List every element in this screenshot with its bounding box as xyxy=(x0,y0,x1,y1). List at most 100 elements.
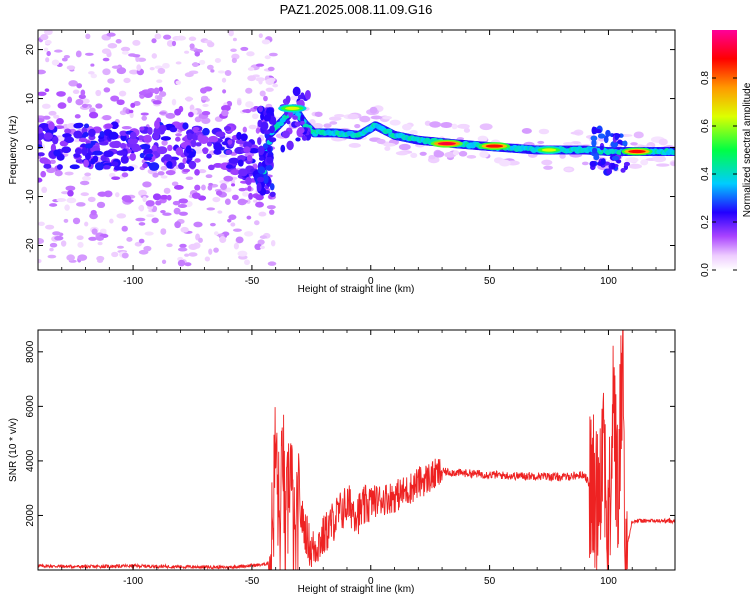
spectrogram-cell xyxy=(103,87,111,93)
spectrogram-cell xyxy=(38,237,44,245)
spectrogram-cell xyxy=(600,158,606,166)
spectrogram-cell xyxy=(56,164,63,170)
spectrogram-cell xyxy=(286,140,294,151)
spectrogram-cell xyxy=(188,160,197,169)
spectrogram-cell xyxy=(260,121,269,131)
spectrogram-cell xyxy=(107,43,118,49)
spectrogram-cell xyxy=(81,103,88,108)
snr-xtick-label: -50 xyxy=(245,576,260,587)
spectrogram-cell xyxy=(384,146,391,151)
snr-ytick-label: 6000 xyxy=(25,395,36,418)
spectrogram-cell xyxy=(189,43,195,49)
spectrogram-cell xyxy=(264,55,271,60)
spectrogram-cell xyxy=(38,69,46,75)
spectrogram-cell xyxy=(218,154,228,158)
spectrogram-cell xyxy=(166,243,173,248)
spectrogram-cell xyxy=(128,53,137,57)
spectrogram-cell xyxy=(160,136,172,141)
spectrogram-cell xyxy=(66,65,76,71)
spectrogram-cell xyxy=(138,238,145,244)
spectrogram-cell xyxy=(63,218,69,223)
spectrogram-cell xyxy=(161,140,168,146)
spectrogram-cell xyxy=(99,228,107,234)
spectrogram-cell xyxy=(222,89,227,94)
spectrogram-cell xyxy=(88,111,99,119)
spectrogram-cell xyxy=(314,111,323,117)
spectrogram-cell xyxy=(224,198,231,205)
spectrogram-cell xyxy=(212,196,221,203)
spectrogram-cell xyxy=(623,161,631,167)
spectrogram-cell xyxy=(64,136,75,143)
spectrogram-cell xyxy=(178,211,188,216)
spectrogram-cell xyxy=(149,66,155,71)
spectrogram-cell xyxy=(107,78,115,84)
spectrogram-cell xyxy=(383,142,396,147)
spectrogram-cell xyxy=(628,163,642,169)
spectrogram-cell xyxy=(248,124,257,130)
spectrogram-cell xyxy=(347,113,359,120)
spectrogram-cell xyxy=(670,161,675,166)
spectrogram-cell xyxy=(76,202,86,207)
spectrogram-cell xyxy=(39,157,49,164)
spectrogram-cell xyxy=(206,64,214,70)
spectrogram-cell xyxy=(145,200,155,207)
spectrogram-cell xyxy=(152,172,159,178)
spectrogram-cell xyxy=(194,51,201,57)
spectrogram-cell xyxy=(67,96,73,104)
spectrogram-cell xyxy=(110,161,119,167)
spectrogram-frame xyxy=(37,29,676,271)
spectrogram-cell xyxy=(261,39,271,45)
spectrogram-cell xyxy=(136,64,142,71)
spectrogram-cell xyxy=(628,149,646,154)
spectrogram-cell xyxy=(90,73,98,79)
spectrogram-cell xyxy=(160,175,168,179)
spectrogram-cell xyxy=(178,198,189,204)
spectrogram-cell xyxy=(258,156,265,161)
spectrogram-cell xyxy=(151,38,157,44)
spectrogram-ytick-label: -10 xyxy=(25,189,36,204)
spectrogram-cell xyxy=(537,140,545,144)
spectrogram-cell xyxy=(154,119,160,129)
spectrogram-cell xyxy=(119,142,127,149)
spectrogram-cell xyxy=(615,159,622,164)
spectrogram-cell xyxy=(655,163,670,167)
spectrogram-cell xyxy=(194,184,201,191)
spectrogram-cell xyxy=(110,121,119,130)
spectrogram-cell xyxy=(146,214,155,218)
spectrogram-cell xyxy=(81,175,91,181)
spectrogram-cell xyxy=(543,165,553,170)
spectrogram-cell xyxy=(253,199,258,203)
spectrogram-cell xyxy=(300,120,305,125)
spectrogram-cell xyxy=(84,172,92,177)
spectrogram-cell xyxy=(238,187,247,192)
spectrogram-cell xyxy=(245,176,252,186)
spectrogram-cell xyxy=(268,209,275,215)
spectrogram-cell xyxy=(213,142,223,151)
spectrogram-cell xyxy=(268,137,277,143)
spectrogram-cell xyxy=(118,90,127,97)
spectrogram-cell xyxy=(247,67,255,71)
spectrogram-cell xyxy=(79,180,90,186)
spectrogram-cell xyxy=(255,201,264,208)
spectrogram-cell xyxy=(171,181,179,187)
spectrogram-cell xyxy=(466,155,477,159)
spectrogram-cell xyxy=(156,94,163,102)
spectrogram-cell xyxy=(237,154,246,161)
spectrogram-cell xyxy=(201,111,211,116)
spectrogram-cell xyxy=(457,123,470,129)
spectrogram-cell xyxy=(191,192,201,199)
spectrogram-cell xyxy=(180,226,189,233)
spectrogram-cell xyxy=(153,87,160,95)
colorbar-tick-label: 0.8 xyxy=(700,71,711,85)
spectrogram-cell xyxy=(187,111,194,118)
spectrogram-cell xyxy=(160,165,168,171)
spectrogram-cell xyxy=(671,150,675,156)
spectrogram-cell xyxy=(590,135,598,141)
spectrogram-cell xyxy=(88,128,96,138)
spectrogram-cell xyxy=(90,158,96,165)
spectrogram-cell xyxy=(184,72,194,78)
spectrogram-cell xyxy=(188,36,197,42)
spectrogram-cell xyxy=(97,241,103,246)
spectrogram-cell xyxy=(207,41,215,48)
